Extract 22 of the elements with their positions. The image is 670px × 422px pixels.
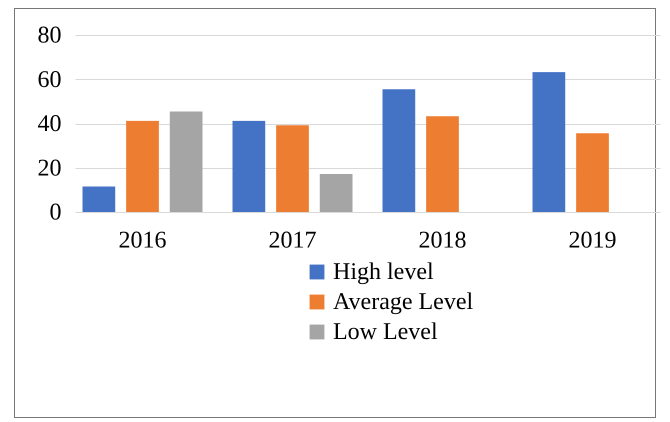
bar <box>126 120 159 212</box>
bar <box>320 174 352 212</box>
bar <box>276 125 309 212</box>
y-tick-label: 20 <box>38 155 62 182</box>
legend-label: Low Level <box>333 319 438 345</box>
x-tick-label: 2016 <box>118 228 166 254</box>
bar <box>82 186 116 212</box>
x-tick-label: 2018 <box>418 228 466 254</box>
x-tick-label: 2019 <box>568 228 616 254</box>
bar <box>576 133 609 212</box>
bar <box>232 120 266 212</box>
bar <box>382 89 416 212</box>
bar <box>532 72 566 212</box>
legend-label: High level <box>333 259 434 285</box>
y-tick-label: 0 <box>50 200 62 226</box>
legend-label: Average Level <box>333 289 474 315</box>
bar <box>170 112 202 212</box>
y-tick-label: 80 <box>38 22 62 48</box>
y-tick-label: 40 <box>38 111 62 137</box>
bar <box>426 116 459 212</box>
y-tick-label: 60 <box>38 66 62 93</box>
x-tick-label: 2017 <box>268 228 316 254</box>
